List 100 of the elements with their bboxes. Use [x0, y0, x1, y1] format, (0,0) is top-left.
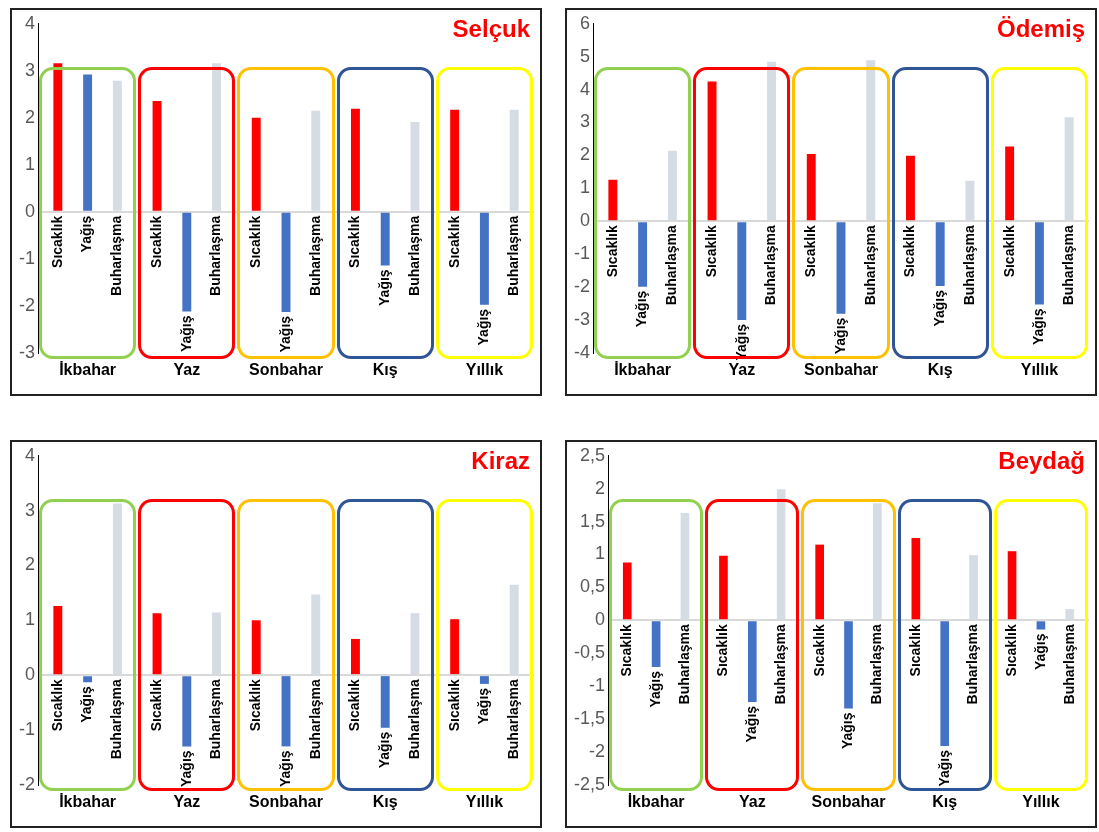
chart-title: Ödemiş: [996, 14, 1085, 42]
text: Sıcaklık: [247, 679, 264, 732]
y-tick-label: 3: [24, 499, 35, 520]
bar: [380, 212, 390, 266]
text: Buharlaşma: [306, 679, 323, 760]
text: Buharlaşma: [675, 624, 692, 705]
x-tick-label: Sonbahar: [249, 360, 323, 378]
text: Yağış: [276, 750, 293, 788]
text: Yağış: [646, 670, 663, 708]
x-tick-label: Yaz: [173, 792, 201, 810]
text: Yağış: [743, 705, 760, 743]
text: Sıcaklık: [48, 679, 65, 732]
y-tick-label: 2: [595, 477, 606, 498]
bar: [53, 606, 63, 675]
y-tick-label: -1: [573, 243, 590, 264]
bar: [152, 613, 162, 675]
y-tick-label: 4: [24, 12, 35, 33]
text: Buharlaşma: [663, 225, 680, 306]
bar: [935, 222, 945, 287]
text: Buharlaşma: [306, 215, 323, 296]
text: Yağış: [376, 731, 393, 769]
bar: [182, 676, 192, 747]
text: Buharlaşma: [108, 679, 125, 760]
x-tick-label: Yıllık: [465, 792, 504, 810]
y-tick-label: 1: [595, 543, 606, 564]
text: Sıcaklık: [702, 224, 719, 278]
bar: [479, 676, 489, 684]
text: Yağış: [633, 290, 650, 328]
x-tick-label: Sonbahar: [811, 792, 886, 810]
bar: [1005, 146, 1015, 221]
y-tick-label: -3: [573, 308, 590, 329]
text: Buharlaşma: [762, 225, 779, 306]
text: Yağış: [376, 269, 393, 306]
y-tick-label: 2: [579, 144, 590, 165]
text: Sıcaklık: [810, 624, 827, 677]
y-tick-label: 2: [24, 554, 35, 575]
y-tick-label: -1: [18, 718, 35, 739]
x-tick-label: Kış: [372, 360, 398, 378]
text: Sıcaklık: [1002, 624, 1019, 677]
bar: [1034, 222, 1044, 305]
x-tick-label: Yaz: [728, 360, 756, 378]
y-tick-label: 3: [579, 111, 590, 132]
text: Buharlaşma: [1060, 624, 1077, 705]
text: Buharlaşma: [772, 624, 789, 705]
y-tick-label: 0: [579, 210, 590, 231]
chart-title: Beydağ: [998, 446, 1085, 474]
y-tick-label: -2,5: [573, 773, 606, 794]
text: Sıcaklık: [48, 215, 65, 268]
text: Yağış: [1031, 633, 1048, 671]
y-tick-label: -1,5: [573, 707, 606, 728]
y-tick-label: -2: [18, 294, 35, 315]
bar: [622, 562, 632, 620]
text: Sıcaklık: [901, 225, 918, 278]
bar: [53, 63, 63, 211]
bar: [651, 621, 661, 668]
text: Yağış: [1030, 308, 1047, 346]
bar: [707, 81, 717, 221]
bar: [251, 117, 261, 211]
text: Sıcaklık: [906, 624, 923, 677]
x-tick-label: Kış: [932, 792, 958, 810]
y-tick-label: 6: [579, 12, 590, 33]
bar: [1007, 551, 1017, 620]
text: Yağış: [177, 315, 194, 353]
text: Yağış: [78, 686, 95, 723]
x-tick-label: Kış: [927, 360, 953, 378]
bar: [836, 222, 846, 314]
bar: [719, 555, 728, 620]
y-tick-label: -2: [18, 773, 35, 794]
text: Yağış: [78, 215, 95, 253]
text: Sıcaklık: [445, 215, 462, 268]
bar: [182, 212, 192, 312]
bar: [83, 676, 93, 683]
x-tick-label: Yıllık: [465, 360, 504, 378]
text: Sıcaklık: [346, 678, 363, 732]
bar: [815, 544, 824, 620]
bar: [83, 74, 93, 211]
bar: [450, 109, 460, 211]
x-tick-label: Sonbahar: [804, 360, 878, 378]
text: Yağış: [475, 687, 492, 725]
bar: [905, 155, 915, 221]
bar: [380, 676, 390, 728]
y-tick-label: -1: [18, 247, 35, 268]
y-tick-label: 1: [24, 609, 35, 630]
text: Sıcaklık: [346, 215, 363, 268]
text: Yağış: [839, 712, 856, 750]
x-tick-label: İkbahar: [614, 360, 672, 378]
x-tick-label: Yıllık: [1022, 792, 1060, 810]
text: Sıcaklık: [603, 225, 620, 278]
bar: [911, 538, 921, 620]
bar: [737, 222, 747, 320]
x-tick-label: Yaz: [173, 360, 201, 378]
x-tick-label: Sonbahar: [249, 792, 323, 810]
text: Buharlaşma: [207, 678, 224, 760]
text: Buharlaşma: [964, 624, 981, 705]
bar: [450, 619, 460, 675]
bar: [747, 621, 757, 702]
y-tick-label: -0,5: [573, 642, 606, 663]
x-tick-label: İkbahar: [59, 792, 117, 810]
y-tick-label: 5: [579, 45, 590, 66]
y-tick-label: 2,5: [579, 444, 606, 465]
